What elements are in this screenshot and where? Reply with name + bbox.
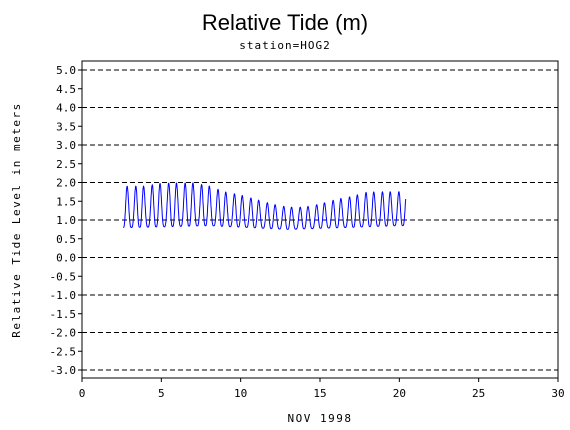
y-tick-label: 4.0: [56, 102, 76, 115]
y-tick-label: 1.0: [56, 214, 76, 227]
y-tick-label: 2.5: [56, 158, 76, 171]
y-tick-label: -2.5: [50, 345, 77, 358]
y-tick-label: -1.0: [50, 289, 77, 302]
x-tick-label: 25: [472, 387, 485, 400]
chart-subtitle: station=HOG2: [239, 39, 330, 52]
y-axis-label: Relative Tide Level in meters: [10, 102, 23, 338]
x-axis-label: NOV 1998: [288, 412, 353, 425]
y-tick-label: 1.5: [56, 195, 76, 208]
x-axis: 0 5 10 15 20 25 30: [79, 378, 565, 400]
y-tick-label: 0.5: [56, 233, 76, 246]
y-tick-label: -0.5: [50, 270, 77, 283]
x-tick-label: 30: [551, 387, 564, 400]
y-tick-label: -3.0: [50, 364, 77, 377]
y-tick-label: 0.0: [56, 252, 76, 265]
chart-title: Relative Tide (m): [202, 10, 368, 35]
y-tick-label: 4.5: [56, 83, 76, 96]
y-tick-label: -1.5: [50, 308, 77, 321]
x-tick-label: 20: [393, 387, 406, 400]
y-tick-label: 3.0: [56, 139, 76, 152]
grid-lines: [82, 69, 558, 371]
y-axis: 5.0 4.5 4.0 3.5 3.0 2.5 2.0 1.5 1.0 0.5 0.0 -0.5 -1.…: [50, 64, 82, 377]
x-tick-label: 0: [79, 387, 86, 400]
y-tick-label: -2.0: [50, 327, 77, 340]
x-tick-label: 10: [234, 387, 247, 400]
x-tick-label: 5: [158, 387, 165, 400]
tide-series-line: [123, 182, 407, 231]
y-tick-label: 2.0: [56, 177, 76, 190]
x-tick-label: 15: [313, 387, 326, 400]
y-tick-label: 5.0: [56, 64, 76, 77]
y-tick-label: 3.5: [56, 120, 76, 133]
